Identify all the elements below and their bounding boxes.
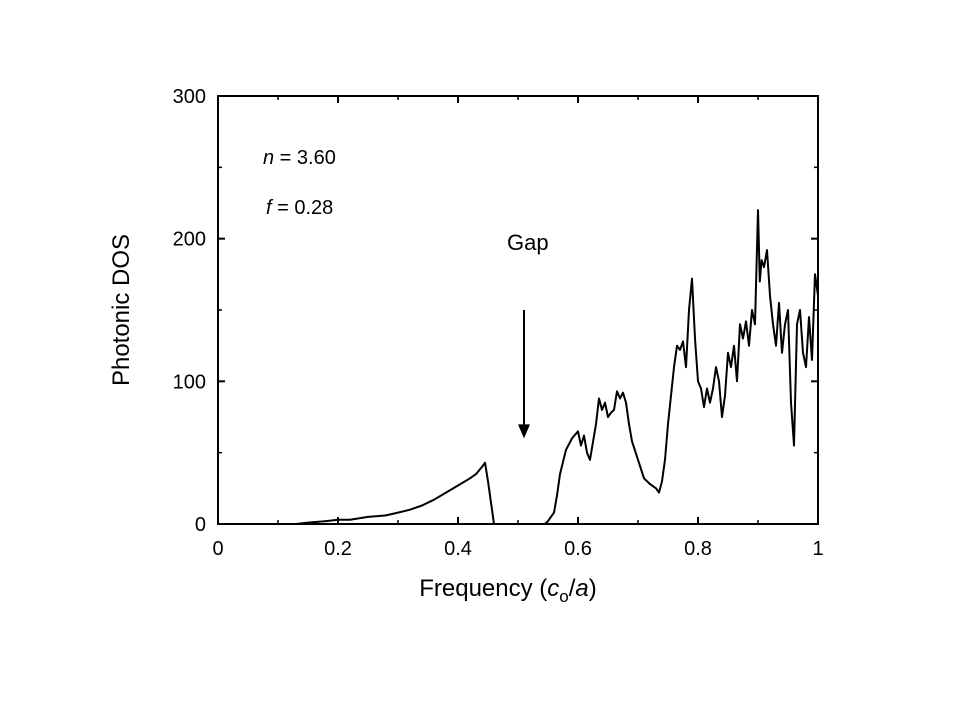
plot-frame xyxy=(217,95,819,525)
x-title-a: a xyxy=(575,575,588,602)
x-title-suffix: ) xyxy=(589,575,597,602)
x-title-slash: / xyxy=(569,575,576,602)
y-tick-label: 300 xyxy=(173,86,206,108)
y-axis-title: Photonic DOS xyxy=(108,234,135,386)
gap-label: Gap xyxy=(507,230,549,255)
y-tick-label: 100 xyxy=(173,371,206,393)
y-tick-label: 200 xyxy=(173,229,206,251)
dos-series-line xyxy=(295,209,819,525)
f-annotation: f = 0.28 xyxy=(266,197,333,219)
x-tick-label: 0 xyxy=(212,538,223,560)
n-symbol: n xyxy=(263,147,274,169)
n-annotation: n = 3.60 xyxy=(263,147,336,169)
x-tick-label: 0.2 xyxy=(324,538,352,560)
x-title-c: c xyxy=(547,575,559,602)
y-tick-label: 0 xyxy=(195,514,206,536)
x-tick-label: 0.6 xyxy=(564,538,592,560)
n-value: = 3.60 xyxy=(274,147,336,169)
x-axis-title: Frequency (co/a) xyxy=(419,575,597,606)
x-tick-label: 0.4 xyxy=(444,538,472,560)
series-layer xyxy=(295,209,819,525)
gap-arrow-head xyxy=(518,424,530,439)
x-tick-label: 0.8 xyxy=(684,538,712,560)
x-tick-label: 1 xyxy=(812,538,823,560)
x-title-prefix: Frequency ( xyxy=(419,575,547,602)
f-symbol: f xyxy=(266,197,274,219)
x-title-sub: o xyxy=(559,587,568,606)
ticks-layer: 0 0.2 0.4 0.6 0.8 1 0 100 200 300 xyxy=(173,86,824,560)
f-value: = 0.28 xyxy=(272,197,334,219)
gap-arrow xyxy=(518,310,530,439)
